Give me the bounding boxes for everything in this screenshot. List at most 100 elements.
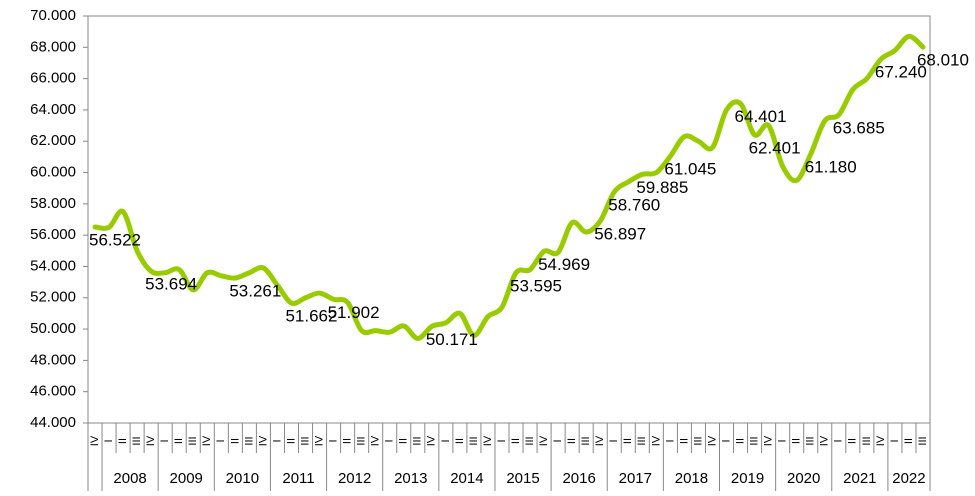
x-tick-label: III [412, 436, 424, 445]
x-tick-label: III [861, 436, 873, 445]
x-tick-label: I [440, 439, 452, 442]
x-tick-label: II [903, 438, 915, 444]
x-tick-label: I [552, 439, 564, 442]
x-tick-label: I [777, 439, 789, 442]
y-tick-label: 68.000 [30, 38, 76, 55]
x-tick-label: III [580, 436, 592, 445]
year-label: 2009 [170, 470, 203, 487]
data-label: 63.685 [833, 118, 885, 137]
y-tick-label: 58.000 [30, 195, 76, 212]
x-tick-label: IV [819, 435, 831, 446]
y-tick-label: 66.000 [30, 70, 76, 87]
year-label: 2008 [113, 470, 146, 487]
x-tick-label: II [847, 438, 859, 444]
x-tick-label: III [917, 436, 929, 445]
x-tick-label: I [327, 439, 339, 442]
plot-border [87, 15, 931, 424]
data-label: 53.261 [229, 282, 281, 301]
x-tick-label: IV [875, 435, 887, 446]
x-tick-label: IV [538, 435, 550, 446]
x-tick-label: III [636, 436, 648, 445]
x-tick-label: I [720, 439, 732, 442]
data-label: 68.010 [917, 51, 969, 70]
year-label: 2015 [506, 470, 539, 487]
data-label: 56.522 [89, 230, 141, 249]
x-tick-label: II [510, 438, 522, 444]
year-label: 2021 [843, 470, 876, 487]
y-tick-label: 44.000 [30, 414, 76, 431]
x-tick-label: II [454, 438, 466, 444]
year-label: 2020 [787, 470, 820, 487]
x-tick-label: II [678, 438, 690, 444]
line [92, 33, 926, 341]
data-label: 59.885 [636, 178, 688, 197]
x-tick-label: I [384, 439, 396, 442]
y-tick-label: 54.000 [30, 257, 76, 274]
x-tick-label: I [215, 439, 227, 442]
data-label: 61.045 [664, 160, 716, 179]
x-tick-label: IV [763, 435, 775, 446]
x-tick-label: III [524, 436, 536, 445]
data-label: 51.902 [328, 303, 380, 322]
y-tick-label: 48.000 [30, 351, 76, 368]
data-label: 56.897 [594, 225, 646, 244]
year-label: 2019 [731, 470, 764, 487]
data-label: 51.662 [285, 307, 337, 326]
data-label: 54.969 [538, 255, 590, 274]
x-tick-label: II [342, 438, 354, 444]
x-tick-label: II [285, 438, 297, 444]
data-label: 62.401 [749, 138, 801, 157]
x-tick-label: I [889, 439, 901, 442]
x-tick-label: III [243, 436, 255, 445]
x-tick-label: III [131, 436, 143, 445]
y-tick-label: 52.000 [30, 289, 76, 306]
y-tick-label: 64.000 [30, 101, 76, 118]
x-tick-label: I [833, 439, 845, 442]
year-label: 2017 [619, 470, 652, 487]
x-tick-label: IV [706, 435, 718, 446]
year-label: 2013 [394, 470, 427, 487]
x-tick-label: IV [257, 435, 269, 446]
x-tick-label: I [103, 439, 115, 442]
x-tick-label: I [271, 439, 283, 442]
x-tick-label: II [229, 438, 241, 444]
year-label: 2016 [562, 470, 595, 487]
x-tick-label: IV [89, 435, 101, 446]
y-tick-label: 70.000 [30, 7, 76, 24]
x-tick-label: I [664, 439, 676, 442]
data-label: 58.760 [608, 195, 660, 214]
x-tick-label: II [566, 438, 578, 444]
x-tick-label: IV [482, 435, 494, 446]
x-tick-label: IV [594, 435, 606, 446]
x-tick-label: IV [426, 435, 438, 446]
year-label: 2012 [338, 470, 371, 487]
x-tick-label: II [734, 438, 746, 444]
year-label: 2011 [282, 470, 314, 487]
data-label: 67.240 [875, 63, 927, 82]
data-label: 64.401 [735, 107, 787, 126]
x-tick-label: III [692, 436, 704, 445]
year-label: 2018 [675, 470, 708, 487]
x-tick-label: IV [201, 435, 213, 446]
x-tick-label: II [173, 438, 185, 444]
data-label: 61.180 [805, 158, 857, 177]
year-label: 2014 [450, 470, 483, 487]
x-tick-label: IV [370, 435, 382, 446]
y-tick-label: 62.000 [30, 132, 76, 149]
x-tick-label: III [299, 436, 311, 445]
y-tick-label: 50.000 [30, 320, 76, 337]
y-tick-label: 46.000 [30, 383, 76, 400]
x-tick-label: II [622, 438, 634, 444]
y-tick-label: 56.000 [30, 226, 76, 243]
x-tick-label: III [468, 436, 480, 445]
x-tick-label: II [117, 438, 129, 444]
year-label: 2022 [892, 470, 925, 487]
x-tick-label: II [791, 438, 803, 444]
x-tick-label: III [748, 436, 760, 445]
x-tick-label: II [398, 438, 410, 444]
x-tick-label: I [496, 439, 508, 442]
year-label: 2010 [226, 470, 259, 487]
data-label: 50.171 [426, 330, 478, 349]
y-tick-label: 60.000 [30, 164, 76, 181]
